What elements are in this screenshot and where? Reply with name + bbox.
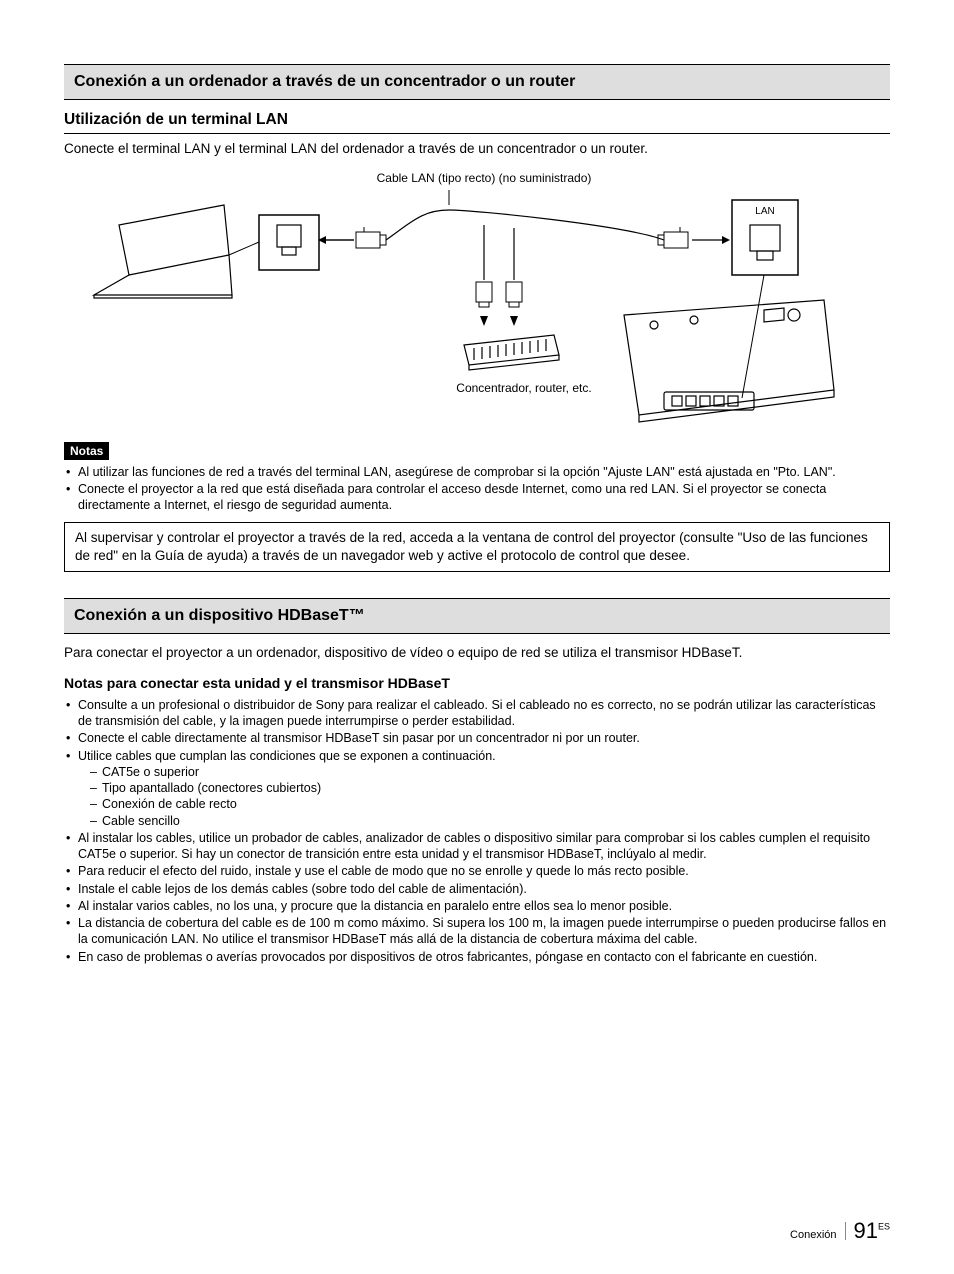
diagram-svg: LAN: [64, 170, 890, 430]
n2-8: En caso de problemas o averías provocado…: [64, 949, 890, 965]
n2-3: Al instalar los cables, utilice un proba…: [64, 830, 890, 863]
subheading-lan: Utilización de un terminal LAN: [64, 110, 890, 134]
page-num-val: 91: [854, 1218, 878, 1243]
page-number: 91ES: [854, 1216, 891, 1246]
sn-3: Cable sencillo: [90, 813, 890, 829]
note-1b: Conecte el proyector a la red que está d…: [64, 481, 890, 514]
n2-4: Para reducir el efecto del ruido, instal…: [64, 863, 890, 879]
n2-5: Instale el cable lejos de los demás cabl…: [64, 881, 890, 897]
intro-2: Para conectar el proyector a un ordenado…: [64, 644, 890, 662]
notas-list-2: Consulte a un profesional o distribuidor…: [64, 697, 890, 965]
sn-1: Tipo apantallado (conectores cubiertos): [90, 780, 890, 796]
footer-divider: [845, 1222, 846, 1240]
subnotes: CAT5e o superior Tipo apantallado (conec…: [78, 764, 890, 829]
section-title-2: Conexión a un dispositivo HDBaseT™: [64, 598, 890, 634]
info-box: Al supervisar y controlar el proyector a…: [64, 522, 890, 572]
intro-1: Conecte el terminal LAN y el terminal LA…: [64, 140, 890, 158]
notas-label: Notas: [64, 442, 109, 460]
n2-1: Conecte el cable directamente al transmi…: [64, 730, 890, 746]
notas-box: Notas Al utilizar las funciones de red a…: [64, 442, 890, 514]
n2-0: Consulte a un profesional o distribuidor…: [64, 697, 890, 730]
n2-2-text: Utilice cables que cumplan las condicion…: [78, 749, 496, 763]
sn-2: Conexión de cable recto: [90, 796, 890, 812]
footer-section: Conexión: [790, 1228, 836, 1243]
lan-text: LAN: [755, 206, 774, 217]
connection-diagram: Cable LAN (tipo recto) (no suministrado)…: [64, 170, 890, 430]
page-footer: Conexión 91ES: [790, 1216, 890, 1246]
note-1a: Al utilizar las funciones de red a travé…: [64, 464, 890, 480]
sn-0: CAT5e o superior: [90, 764, 890, 780]
page-lang: ES: [878, 1222, 890, 1232]
n2-2: Utilice cables que cumplan las condicion…: [64, 748, 890, 829]
subheading-hdbaset-notes: Notas para conectar esta unidad y el tra…: [64, 674, 890, 693]
section-title-1: Conexión a un ordenador a través de un c…: [64, 64, 890, 100]
n2-7: La distancia de cobertura del cable es d…: [64, 915, 890, 948]
notas-list-1: Al utilizar las funciones de red a travé…: [64, 464, 890, 514]
n2-6: Al instalar varios cables, no los una, y…: [64, 898, 890, 914]
